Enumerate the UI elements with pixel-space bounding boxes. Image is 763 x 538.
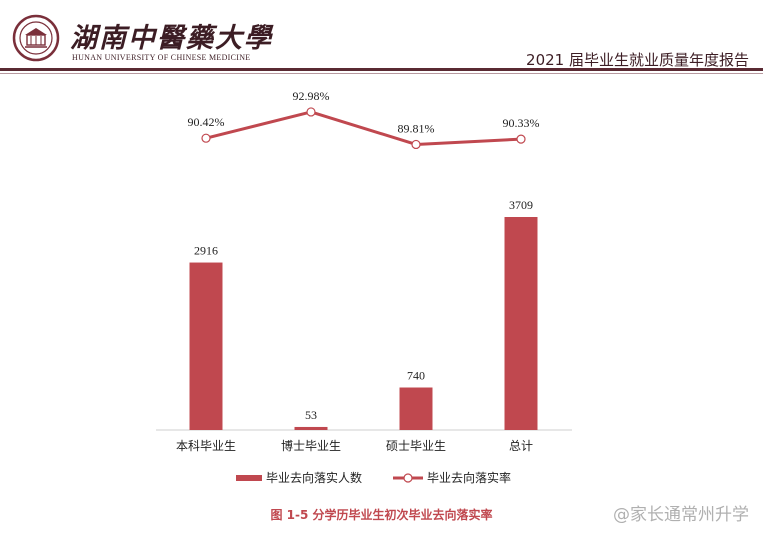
x-tick-label-3: 总计 — [509, 439, 533, 453]
legend-label-line: 毕业去向落实率 — [427, 470, 511, 485]
watermark: @家长通常州升学 — [613, 505, 749, 525]
university-name-cn: 湖南中醫藥大學 — [70, 23, 273, 54]
rate-point-2 — [411, 139, 421, 150]
x-tick-label-2: 硕士毕业生 — [386, 439, 446, 453]
rate-point-3 — [516, 134, 526, 144]
legend-label-bar: 毕业去向落实人数 — [266, 470, 362, 485]
page-header: 湖南中醫藥大學 HUNAN UNIVERSITY OF CHINESE MEDI… — [0, 0, 763, 74]
report-title: 2021 届毕业生就业质量年度报告 — [526, 51, 749, 69]
rate-data-label-3: 90.33% — [503, 116, 540, 130]
figure-caption: 图 1-5 分学历毕业生初次毕业去向落实率 — [270, 508, 493, 522]
university-name-en: HUNAN UNIVERSITY OF CHINESE MEDICINE — [72, 53, 251, 62]
legend-swatch-bar — [236, 475, 262, 481]
rate-line — [205, 110, 522, 146]
header-rule-thin — [0, 73, 763, 74]
university-seal-icon — [12, 14, 60, 62]
x-tick-label-0: 本科毕业生 — [176, 439, 236, 453]
header-rule-thick — [0, 68, 763, 71]
bar-data-label-1: 53 — [305, 408, 317, 422]
bar-data-label-3: 3709 — [509, 198, 533, 212]
bar-0 — [189, 262, 223, 430]
bar-3 — [504, 217, 538, 430]
rate-data-label-2: 89.81% — [398, 121, 435, 135]
rate-point-0 — [201, 133, 211, 143]
bar-data-label-2: 740 — [407, 369, 425, 383]
bar-data-label-0: 2916 — [194, 244, 218, 258]
bar-1 — [294, 426, 328, 430]
rate-point-1 — [306, 107, 316, 117]
bar-2 — [399, 387, 433, 430]
x-tick-label-1: 博士毕业生 — [281, 438, 341, 453]
rate-data-label-1: 92.98% — [293, 89, 330, 103]
rate-data-label-0: 90.42% — [188, 115, 225, 129]
legend-swatch-marker — [403, 473, 413, 483]
